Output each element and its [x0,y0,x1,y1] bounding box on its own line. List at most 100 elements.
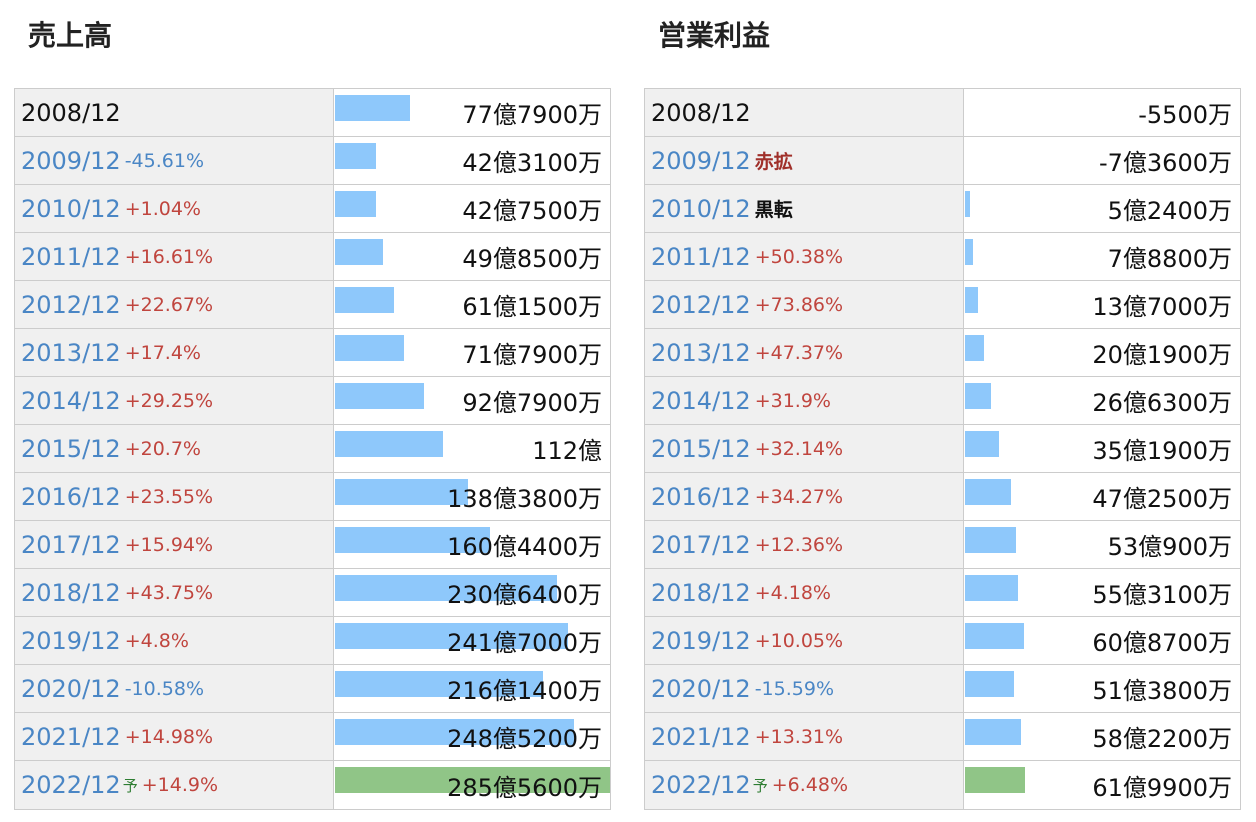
period: 2017/12 [21,530,121,559]
value-bar [965,287,979,313]
change: +22.67% [124,293,214,316]
table-row: 2008/12 77億7900万 [15,89,610,137]
period: 2010/12 [651,194,751,223]
value-label: 13億7000万 [1092,293,1232,321]
table-row: 2013/12 +17.4% 71億7900万 [15,329,610,377]
value-label: 216億1400万 [447,677,602,705]
period: 2015/12 [21,434,121,463]
value-label: 71億7900万 [462,341,602,369]
table-row: 2013/12 +47.37% 20億1900万 [645,329,1240,377]
value-bar [335,95,410,121]
period: 2015/12 [651,434,751,463]
period: 2012/12 [651,290,751,319]
value-label: 77億7900万 [462,101,602,129]
period-cell: 2019/12 +4.8% [15,617,334,664]
table-row: 2020/12 -10.58% 216億1400万 [15,665,610,713]
value-cell: 26億6300万 [964,377,1240,424]
table-row: 2008/12 -5500万 [645,89,1240,137]
change: 黒転 [754,199,793,221]
table-row: 2017/12 +15.94% 160億4400万 [15,521,610,569]
value-cell: 55億3100万 [964,569,1240,616]
value-label: 138億3800万 [447,485,602,513]
period-cell: 2020/12 -10.58% [15,665,334,712]
period-cell: 2009/12 -45.61% [15,137,334,184]
value-cell: 241億7000万 [334,617,610,664]
period-cell: 2018/12 +43.75% [15,569,334,616]
period-cell: 2018/12 +4.18% [645,569,964,616]
period: 2021/12 [21,722,121,751]
value-label: 26億6300万 [1092,389,1232,417]
value-label: 5億2400万 [1107,197,1232,225]
change: 赤拡 [754,151,793,173]
table-row: 2020/12 -15.59% 51億3800万 [645,665,1240,713]
period: 2020/12 [651,674,751,703]
table-row: 2011/12 +50.38% 7億8800万 [645,233,1240,281]
period-cell: 2020/12 -15.59% [645,665,964,712]
change: +17.4% [124,341,201,364]
period-cell: 2011/12 +50.38% [645,233,964,280]
value-cell: 49億8500万 [334,233,610,280]
table-row: 2015/12 +32.14% 35億1900万 [645,425,1240,473]
change: +13.31% [754,725,844,748]
value-cell: 285億5600万 [334,761,610,809]
value-bar [965,431,999,457]
value-cell: -7億3600万 [964,137,1240,184]
value-bar [965,383,991,409]
period: 2008/12 [651,98,751,127]
value-bar [335,431,443,457]
change: +20.7% [124,437,201,460]
forecast-mark: 予 [122,776,138,795]
period: 2017/12 [651,530,751,559]
value-label: 61億9900万 [1092,773,1232,802]
table-row: 2009/12 赤拡 -7億3600万 [645,137,1240,185]
value-bar [335,335,405,361]
period-cell: 2017/12 +15.94% [15,521,334,568]
table-row: 2018/12 +4.18% 55億3100万 [645,569,1240,617]
value-cell: 42億3100万 [334,137,610,184]
change: -15.59% [754,677,835,700]
period: 2010/12 [21,194,121,223]
table-row: 2022/12 予 +14.9% 285億5600万 [15,761,610,809]
period-cell: 2021/12 +13.31% [645,713,964,760]
value-label: 49億8500万 [462,245,602,273]
value-bar [335,671,544,697]
value-bar [335,527,490,553]
table-row: 2011/12 +16.61% 49億8500万 [15,233,610,281]
period: 2011/12 [21,242,121,271]
value-bar [335,767,610,793]
table-row: 2010/12 +1.04% 42億7500万 [15,185,610,233]
period: 2016/12 [651,482,751,511]
value-label: 58億2200万 [1092,725,1232,753]
value-bar [335,575,558,601]
value-bar [965,527,1017,553]
value-cell: 160億4400万 [334,521,610,568]
table-row: 2019/12 +10.05% 60億8700万 [645,617,1240,665]
value-label: 248億5200万 [447,725,602,753]
value-cell: 20億1900万 [964,329,1240,376]
period-cell: 2017/12 +12.36% [645,521,964,568]
period: 2019/12 [21,626,121,655]
period-cell: 2016/12 +34.27% [645,473,964,520]
value-label: 42億3100万 [462,149,602,177]
value-bar [965,671,1015,697]
period: 2018/12 [651,578,751,607]
value-label: 7億8800万 [1107,245,1232,273]
value-cell: 42億7500万 [334,185,610,232]
period: 2021/12 [651,722,751,751]
table-row: 2014/12 +31.9% 26億6300万 [645,377,1240,425]
value-cell: 58億2200万 [964,713,1240,760]
table-row: 2018/12 +43.75% 230億6400万 [15,569,610,617]
period-cell: 2014/12 +29.25% [15,377,334,424]
table-title: 売上高 [28,19,113,52]
value-bar [335,383,425,409]
period-cell: 2014/12 +31.9% [645,377,964,424]
value-cell: 77億7900万 [334,89,610,136]
value-label: 61億1500万 [462,293,602,321]
value-bar [335,623,568,649]
value-label: 230億6400万 [447,581,602,609]
period-cell: 2015/12 +32.14% [645,425,964,472]
change: +4.8% [124,629,189,652]
table-row: 2014/12 +29.25% 92億7900万 [15,377,610,425]
table-row: 2021/12 +13.31% 58億2200万 [645,713,1240,761]
